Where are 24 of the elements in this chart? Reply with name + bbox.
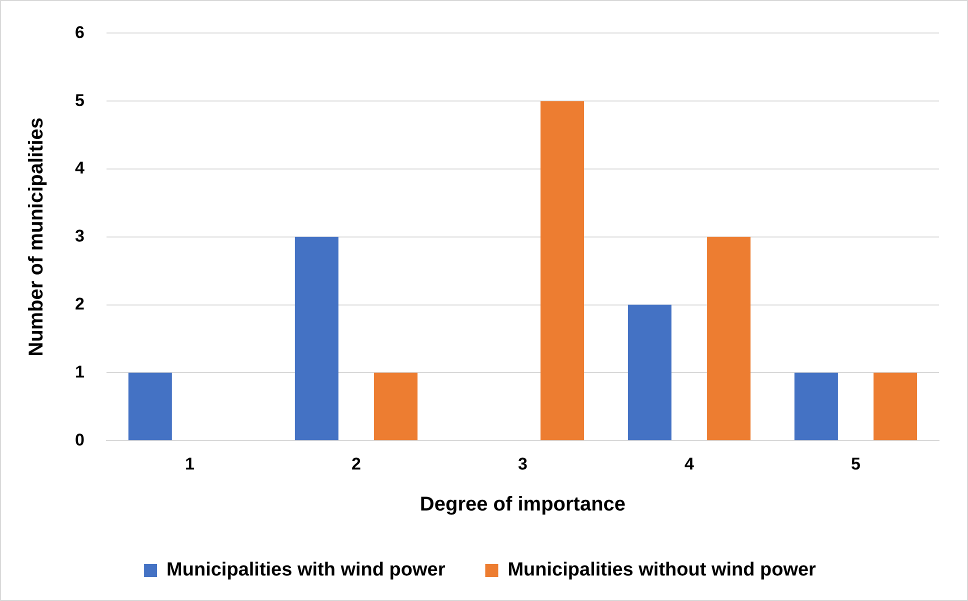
y-axis-title: Number of municipalities <box>26 117 48 356</box>
y-tick-label: 5 <box>74 90 84 110</box>
bar <box>128 372 172 440</box>
bar <box>707 236 751 440</box>
x-tick-label: 5 <box>851 454 860 474</box>
bar <box>294 236 338 440</box>
legend-label: Municipalities without wind power <box>508 560 817 581</box>
x-axis-title: Degree of importance <box>420 494 626 516</box>
y-tick-label: 6 <box>74 22 84 42</box>
bar <box>794 372 838 440</box>
x-tick-label: 1 <box>184 454 194 474</box>
x-tick-label: 4 <box>684 454 694 474</box>
bar <box>628 304 672 440</box>
y-tick-label: 3 <box>74 226 84 246</box>
x-tick-label: 3 <box>518 454 528 474</box>
bar <box>540 101 584 440</box>
bar <box>374 372 418 440</box>
bar <box>874 372 918 440</box>
y-tick-label: 2 <box>74 294 84 314</box>
y-tick-label: 1 <box>74 362 84 382</box>
legend-label: Municipalities with wind power <box>166 560 446 581</box>
x-tick-label: 2 <box>351 454 361 474</box>
y-tick-label: 0 <box>74 430 84 450</box>
y-tick-label: 4 <box>74 158 85 178</box>
